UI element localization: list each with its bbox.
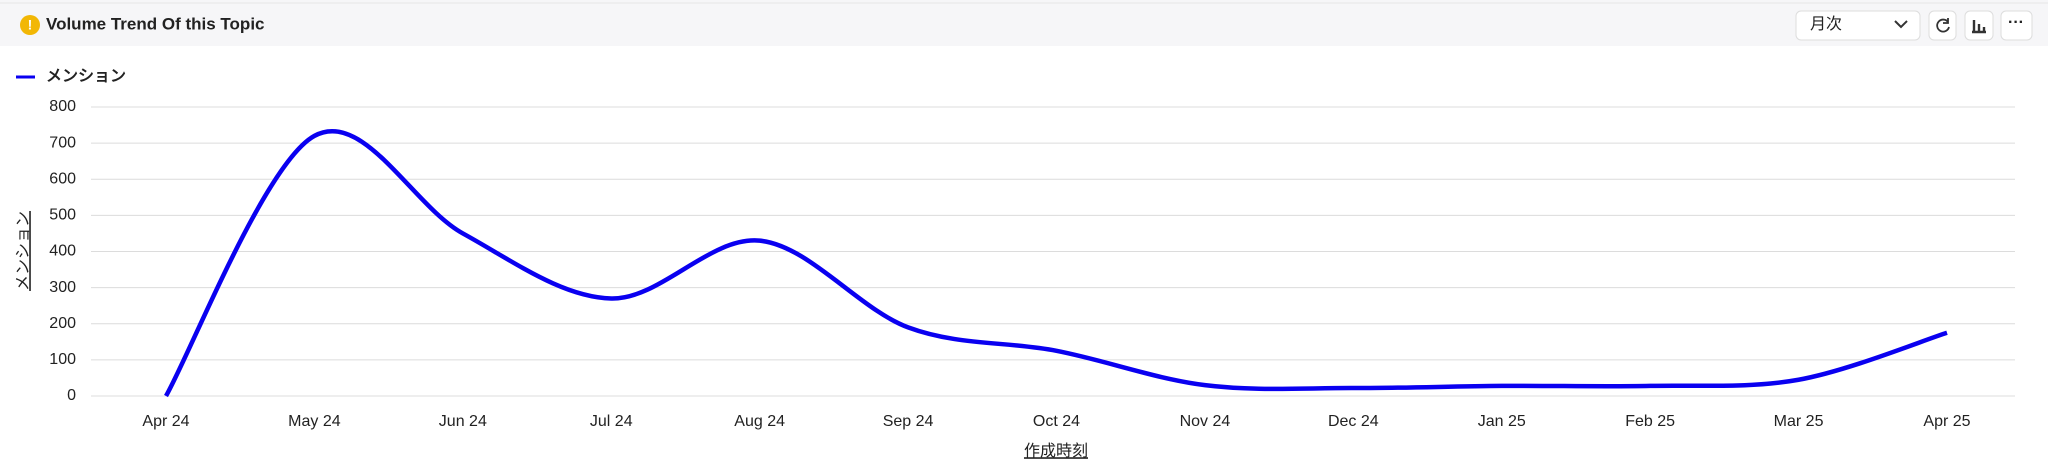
y-tick-label: 700 — [49, 134, 76, 151]
refresh-button[interactable] — [1928, 10, 1957, 41]
warning-mark: ! — [28, 17, 33, 33]
legend-label[interactable]: メンション — [46, 68, 126, 85]
y-tick-label: 800 — [49, 98, 76, 115]
x-tick-label: Nov 24 — [1180, 413, 1231, 430]
x-tick-label: Apr 24 — [142, 413, 189, 430]
y-tick-label: 200 — [49, 315, 76, 332]
x-tick-label: Sep 24 — [883, 413, 934, 430]
warning-icon[interactable] — [20, 15, 40, 35]
x-tick-label: Mar 25 — [1774, 413, 1824, 430]
chart-title: Volume Trend Of this Topic — [46, 14, 265, 33]
x-tick-label: May 24 — [288, 413, 341, 430]
y-tick-label: 500 — [49, 207, 76, 224]
y-axis-title: メンション — [15, 211, 32, 291]
x-tick-label: Aug 24 — [734, 413, 785, 430]
x-tick-label: Jul 24 — [590, 413, 633, 430]
interval-dropdown[interactable] — [1795, 10, 1921, 41]
x-tick-label: Jun 24 — [439, 413, 487, 430]
interval-value: 月次 — [1810, 15, 1842, 33]
more-icon: ··· — [2008, 14, 2024, 31]
x-tick-label: Feb 25 — [1625, 413, 1675, 430]
chart-type-icon — [1972, 20, 1986, 34]
x-axis-title: 作成時刻 — [1024, 442, 1088, 460]
refresh-icon — [1936, 18, 1950, 33]
x-tick-label: Jan 25 — [1478, 413, 1526, 430]
series-line — [164, 129, 1948, 398]
y-tick-label: 100 — [49, 351, 76, 368]
dropdown-chevron — [1894, 20, 1908, 29]
y-tick-label: 600 — [49, 170, 76, 187]
y-tick-label: 300 — [49, 279, 76, 296]
x-tick-label: Dec 24 — [1328, 413, 1379, 430]
header-bar — [0, 0, 2048, 46]
y-tick-label: 0 — [67, 387, 76, 404]
x-tick-label: Oct 24 — [1033, 413, 1080, 430]
more-button[interactable] — [2000, 10, 2033, 41]
y-tick-label: 400 — [49, 243, 76, 260]
x-tick-label: Apr 25 — [1923, 413, 1970, 430]
